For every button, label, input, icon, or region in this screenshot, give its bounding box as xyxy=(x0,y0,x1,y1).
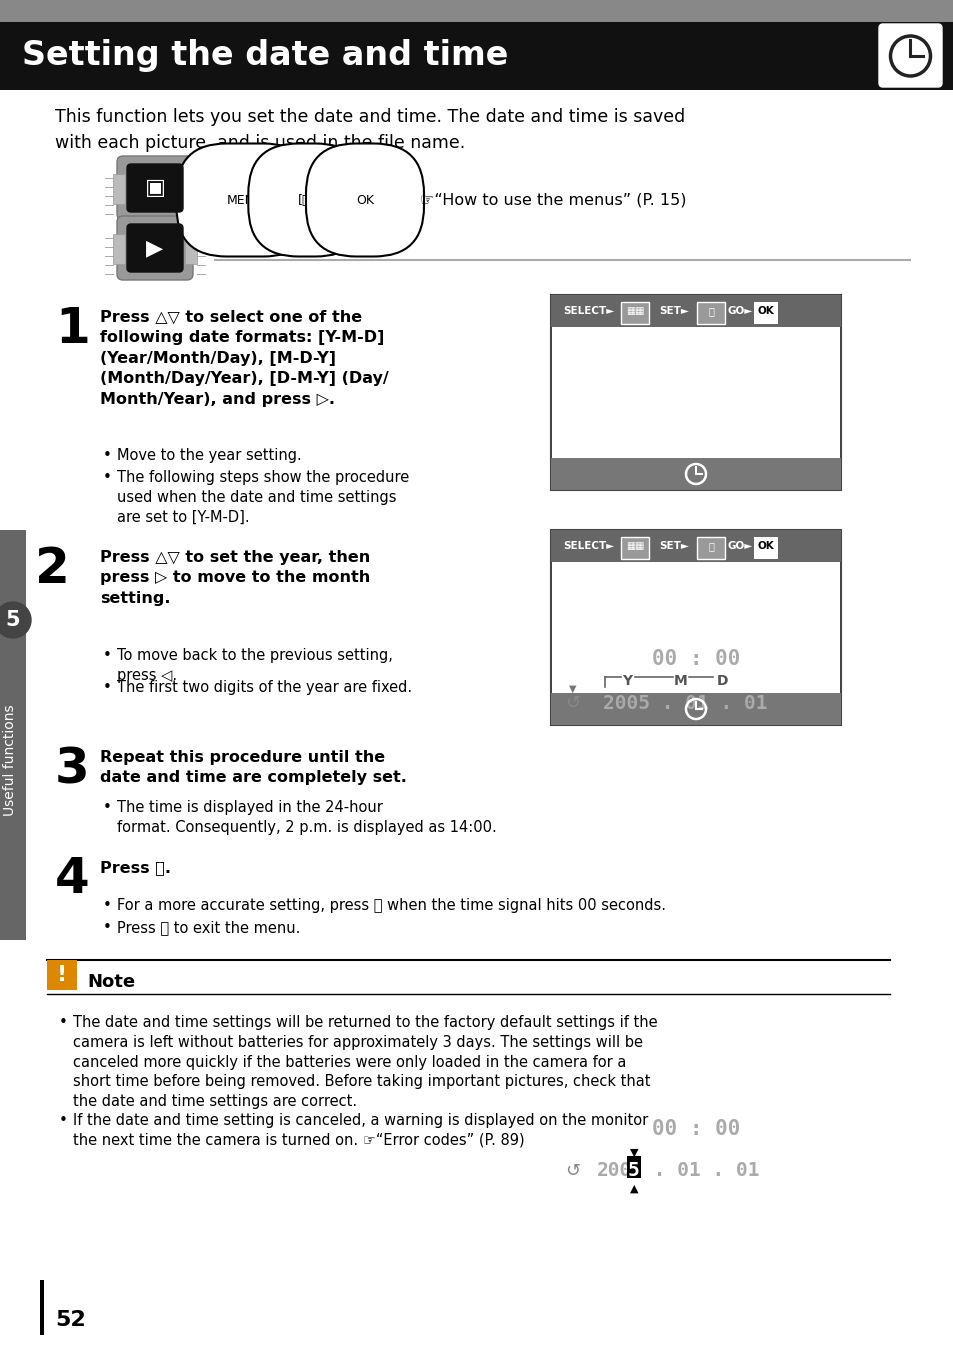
Bar xyxy=(697,303,724,324)
Text: ▲: ▲ xyxy=(629,1183,638,1194)
Text: •: • xyxy=(103,920,112,935)
Text: •: • xyxy=(103,470,112,484)
Text: SELECT►: SELECT► xyxy=(562,541,614,551)
Text: •: • xyxy=(59,1113,68,1128)
Bar xyxy=(0,531,26,940)
Text: ►: ► xyxy=(274,194,285,206)
Text: [⌛]: [⌛] xyxy=(298,194,315,206)
Text: ▼: ▼ xyxy=(629,1148,638,1158)
Text: The following steps show the procedure
used when the date and time settings
are : The following steps show the procedure u… xyxy=(117,470,409,525)
Circle shape xyxy=(0,603,30,638)
Text: 4: 4 xyxy=(55,855,90,902)
Text: ▣: ▣ xyxy=(144,178,165,198)
Text: •: • xyxy=(103,649,112,664)
Text: 1: 1 xyxy=(55,305,90,353)
Bar xyxy=(552,327,840,459)
Bar xyxy=(112,174,125,204)
Bar xyxy=(0,0,953,22)
Text: •: • xyxy=(103,680,112,695)
Text: Y: Y xyxy=(621,674,632,688)
Text: ☞“How to use the menus” (P. 15): ☞“How to use the menus” (P. 15) xyxy=(419,193,686,208)
Bar xyxy=(551,294,841,490)
Bar xyxy=(620,303,648,324)
Text: Move to the year setting.: Move to the year setting. xyxy=(117,448,301,463)
FancyBboxPatch shape xyxy=(127,224,183,271)
Bar xyxy=(620,537,648,559)
Bar xyxy=(0,22,953,90)
Bar xyxy=(551,693,841,725)
Text: To move back to the previous setting,
press ◁.: To move back to the previous setting, pr… xyxy=(117,649,393,683)
Text: GO►: GO► xyxy=(727,541,753,551)
Text: OK: OK xyxy=(355,194,374,206)
Text: 5: 5 xyxy=(627,1162,639,1181)
Text: 00 : 00: 00 : 00 xyxy=(651,1118,740,1139)
Text: •: • xyxy=(103,448,112,463)
Text: The time is displayed in the 24-hour
format. Consequently, 2 p.m. is displayed a: The time is displayed in the 24-hour for… xyxy=(117,801,497,835)
Text: OK: OK xyxy=(757,305,774,316)
Text: ▶: ▶ xyxy=(146,237,163,258)
Text: The first two digits of the year are fixed.: The first two digits of the year are fix… xyxy=(117,680,412,695)
Text: MENU: MENU xyxy=(226,194,263,206)
Bar xyxy=(185,233,196,265)
Text: 2005 . 01 . 01: 2005 . 01 . 01 xyxy=(602,693,767,712)
Text: ↺: ↺ xyxy=(565,1162,580,1179)
Bar xyxy=(551,531,841,725)
Text: The date and time settings will be returned to the factory default settings if t: The date and time settings will be retur… xyxy=(73,1015,657,1109)
Bar xyxy=(753,303,778,324)
Text: D: D xyxy=(717,674,728,688)
Text: GO►: GO► xyxy=(727,305,753,316)
Text: Note: Note xyxy=(87,973,135,991)
Text: OK: OK xyxy=(757,541,774,551)
Text: SELECT►: SELECT► xyxy=(562,305,614,316)
Bar xyxy=(626,1156,640,1178)
Bar xyxy=(697,537,724,559)
Text: •: • xyxy=(103,801,112,816)
Text: 200: 200 xyxy=(597,1162,632,1181)
Bar xyxy=(551,531,841,562)
Text: . 01 . 01: . 01 . 01 xyxy=(641,1162,759,1181)
Text: ⌛: ⌛ xyxy=(707,305,713,316)
Text: If the date and time setting is canceled, a warning is displayed on the monitor
: If the date and time setting is canceled… xyxy=(73,1113,648,1148)
Bar xyxy=(753,537,778,559)
Text: 52: 52 xyxy=(55,1310,86,1330)
Text: SET►: SET► xyxy=(659,541,688,551)
Text: ▦▦: ▦▦ xyxy=(625,305,643,316)
Text: Useful functions: Useful functions xyxy=(3,704,17,816)
Text: !: ! xyxy=(57,965,67,985)
Text: Press Ⓞ to exit the menu.: Press Ⓞ to exit the menu. xyxy=(117,920,300,935)
FancyBboxPatch shape xyxy=(117,216,193,280)
Bar xyxy=(185,174,196,204)
Text: Repeat this procedure until the
date and time are completely set.: Repeat this procedure until the date and… xyxy=(100,750,406,786)
Text: M: M xyxy=(674,674,687,688)
Bar xyxy=(551,459,841,490)
FancyBboxPatch shape xyxy=(127,164,183,212)
Text: 5: 5 xyxy=(6,611,20,630)
Text: Press △▽ to select one of the
following date formats: [Y-M-D]
(Year/Month/Day), : Press △▽ to select one of the following … xyxy=(100,309,388,407)
Text: 2: 2 xyxy=(35,546,70,593)
Text: 00 : 00: 00 : 00 xyxy=(651,649,740,669)
Bar xyxy=(40,1280,44,1335)
Text: ▲: ▲ xyxy=(569,712,577,722)
FancyBboxPatch shape xyxy=(878,24,941,87)
Text: 3: 3 xyxy=(55,745,90,792)
Text: This function lets you set the date and time. The date and time is saved
with ea: This function lets you set the date and … xyxy=(55,109,684,152)
Text: For a more accurate setting, press Ⓞ when the time signal hits 00 seconds.: For a more accurate setting, press Ⓞ whe… xyxy=(117,898,665,913)
Bar xyxy=(112,233,125,265)
Text: •: • xyxy=(103,898,112,913)
Bar xyxy=(551,294,841,327)
Text: Press Ⓞ.: Press Ⓞ. xyxy=(100,860,171,875)
Text: SET►: SET► xyxy=(659,305,688,316)
Text: ▼: ▼ xyxy=(569,684,577,695)
Text: Setting the date and time: Setting the date and time xyxy=(22,39,508,72)
Text: ►: ► xyxy=(336,194,347,206)
Bar xyxy=(552,562,840,693)
Bar xyxy=(47,959,77,991)
Text: ↺: ↺ xyxy=(565,695,580,712)
FancyBboxPatch shape xyxy=(117,156,193,220)
Text: Press △▽ to set the year, then
press ▷ to move to the month
setting.: Press △▽ to set the year, then press ▷ t… xyxy=(100,550,370,605)
Text: ⌛: ⌛ xyxy=(707,541,713,551)
Text: •: • xyxy=(59,1015,68,1030)
Text: ▦▦: ▦▦ xyxy=(625,541,643,551)
